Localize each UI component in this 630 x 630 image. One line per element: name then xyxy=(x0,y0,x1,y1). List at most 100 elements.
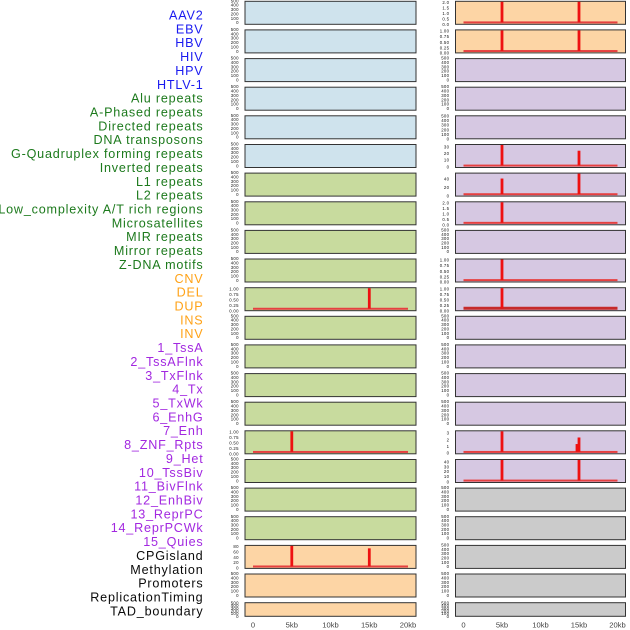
svg-text:500: 500 xyxy=(231,27,239,32)
svg-text:0.75: 0.75 xyxy=(229,435,239,440)
svg-text:15kb: 15kb xyxy=(361,621,377,630)
svg-text:400: 400 xyxy=(441,346,449,351)
svg-text:TAD_boundary: TAD_boundary xyxy=(110,604,203,618)
svg-text:10: 10 xyxy=(444,158,450,163)
svg-text:400: 400 xyxy=(231,146,239,151)
svg-text:13_ReprPC: 13_ReprPC xyxy=(130,507,203,521)
svg-text:1.0: 1.0 xyxy=(442,212,449,217)
svg-text:500: 500 xyxy=(231,371,239,376)
svg-text:300: 300 xyxy=(231,36,239,41)
svg-text:40: 40 xyxy=(444,176,450,181)
svg-text:400: 400 xyxy=(441,404,449,409)
svg-text:300: 300 xyxy=(231,322,239,327)
svg-text:300: 300 xyxy=(441,322,449,327)
svg-text:100: 100 xyxy=(231,274,239,279)
svg-text:40: 40 xyxy=(233,555,239,560)
svg-text:0.50: 0.50 xyxy=(229,441,239,446)
svg-text:Microsatellites: Microsatellites xyxy=(112,216,204,230)
svg-text:0: 0 xyxy=(236,392,239,397)
svg-text:200: 200 xyxy=(441,97,449,102)
svg-text:500: 500 xyxy=(441,227,449,232)
svg-text:200: 200 xyxy=(231,584,239,589)
svg-text:0: 0 xyxy=(447,593,450,598)
svg-text:2_TssAFlnk: 2_TssAFlnk xyxy=(130,355,203,369)
svg-text:100: 100 xyxy=(441,73,449,78)
svg-text:400: 400 xyxy=(231,260,239,265)
svg-text:0: 0 xyxy=(236,49,239,54)
svg-text:200: 200 xyxy=(231,412,239,417)
svg-text:400: 400 xyxy=(441,89,449,94)
svg-text:Low_complexity A/T rich region: Low_complexity A/T rich regions xyxy=(0,203,204,217)
svg-text:500: 500 xyxy=(441,114,449,119)
svg-text:500: 500 xyxy=(231,0,239,3)
svg-text:0: 0 xyxy=(447,451,450,456)
svg-text:300: 300 xyxy=(441,551,449,556)
svg-text:400: 400 xyxy=(231,603,239,608)
svg-text:HIV: HIV xyxy=(180,50,203,64)
svg-text:0.00: 0.00 xyxy=(229,452,239,457)
svg-text:200: 200 xyxy=(231,212,239,217)
svg-text:100: 100 xyxy=(231,531,239,536)
svg-text:400: 400 xyxy=(231,3,239,8)
svg-text:80: 80 xyxy=(233,544,239,549)
svg-text:20: 20 xyxy=(444,469,450,474)
svg-text:1: 1 xyxy=(447,444,450,449)
svg-text:200: 200 xyxy=(231,470,239,475)
svg-text:1.00: 1.00 xyxy=(440,258,450,263)
svg-text:200: 200 xyxy=(441,498,449,503)
svg-text:HTLV-1: HTLV-1 xyxy=(157,78,204,92)
svg-text:100: 100 xyxy=(231,359,239,364)
svg-text:3_TxFlnk: 3_TxFlnk xyxy=(145,369,203,383)
svg-text:20kb: 20kb xyxy=(609,621,625,630)
svg-text:200: 200 xyxy=(231,155,239,160)
svg-text:100: 100 xyxy=(441,531,449,536)
svg-text:200: 200 xyxy=(441,326,449,331)
svg-text:0: 0 xyxy=(447,137,450,142)
svg-text:Methylation: Methylation xyxy=(130,563,203,577)
svg-text:300: 300 xyxy=(231,122,239,127)
svg-text:300: 300 xyxy=(231,523,239,528)
svg-text:200: 200 xyxy=(441,355,449,360)
svg-text:HPV: HPV xyxy=(175,64,203,78)
svg-text:Mirror repeats: Mirror repeats xyxy=(114,244,204,258)
svg-text:0: 0 xyxy=(447,193,450,198)
svg-text:CNV: CNV xyxy=(175,272,204,286)
svg-text:400: 400 xyxy=(231,232,239,237)
svg-text:0: 0 xyxy=(447,106,450,111)
svg-text:100: 100 xyxy=(231,44,239,49)
svg-text:500: 500 xyxy=(441,542,449,547)
svg-text:100: 100 xyxy=(231,589,239,594)
svg-text:7_Enh: 7_Enh xyxy=(163,424,203,438)
svg-text:0.0: 0.0 xyxy=(442,22,449,27)
svg-text:400: 400 xyxy=(441,547,449,552)
svg-text:300: 300 xyxy=(441,236,449,241)
svg-text:500: 500 xyxy=(231,256,239,261)
svg-text:500: 500 xyxy=(231,485,239,490)
svg-text:0: 0 xyxy=(236,364,239,369)
svg-text:0.25: 0.25 xyxy=(440,45,450,50)
svg-text:200: 200 xyxy=(441,556,449,561)
svg-text:EBV: EBV xyxy=(176,22,204,36)
svg-text:500: 500 xyxy=(441,313,449,318)
svg-text:300: 300 xyxy=(441,379,449,384)
svg-text:200: 200 xyxy=(231,126,239,131)
svg-text:A-Phased repeats: A-Phased repeats xyxy=(90,106,204,120)
svg-text:400: 400 xyxy=(231,175,239,180)
svg-text:30: 30 xyxy=(444,145,450,150)
svg-text:500: 500 xyxy=(231,342,239,347)
svg-text:300: 300 xyxy=(441,523,449,528)
svg-text:0: 0 xyxy=(447,164,450,169)
svg-text:0.25: 0.25 xyxy=(440,303,450,308)
svg-text:400: 400 xyxy=(231,461,239,466)
svg-text:100: 100 xyxy=(231,130,239,135)
svg-text:0: 0 xyxy=(447,479,450,484)
svg-text:1.00: 1.00 xyxy=(229,286,239,291)
svg-text:500: 500 xyxy=(231,142,239,147)
svg-text:500: 500 xyxy=(231,571,239,576)
svg-text:500: 500 xyxy=(441,600,449,605)
svg-text:100: 100 xyxy=(231,188,239,193)
svg-text:200: 200 xyxy=(231,498,239,503)
svg-text:1.0: 1.0 xyxy=(442,11,449,16)
svg-text:500: 500 xyxy=(231,399,239,404)
svg-text:8_ZNF_Rpts: 8_ZNF_Rpts xyxy=(124,438,203,452)
